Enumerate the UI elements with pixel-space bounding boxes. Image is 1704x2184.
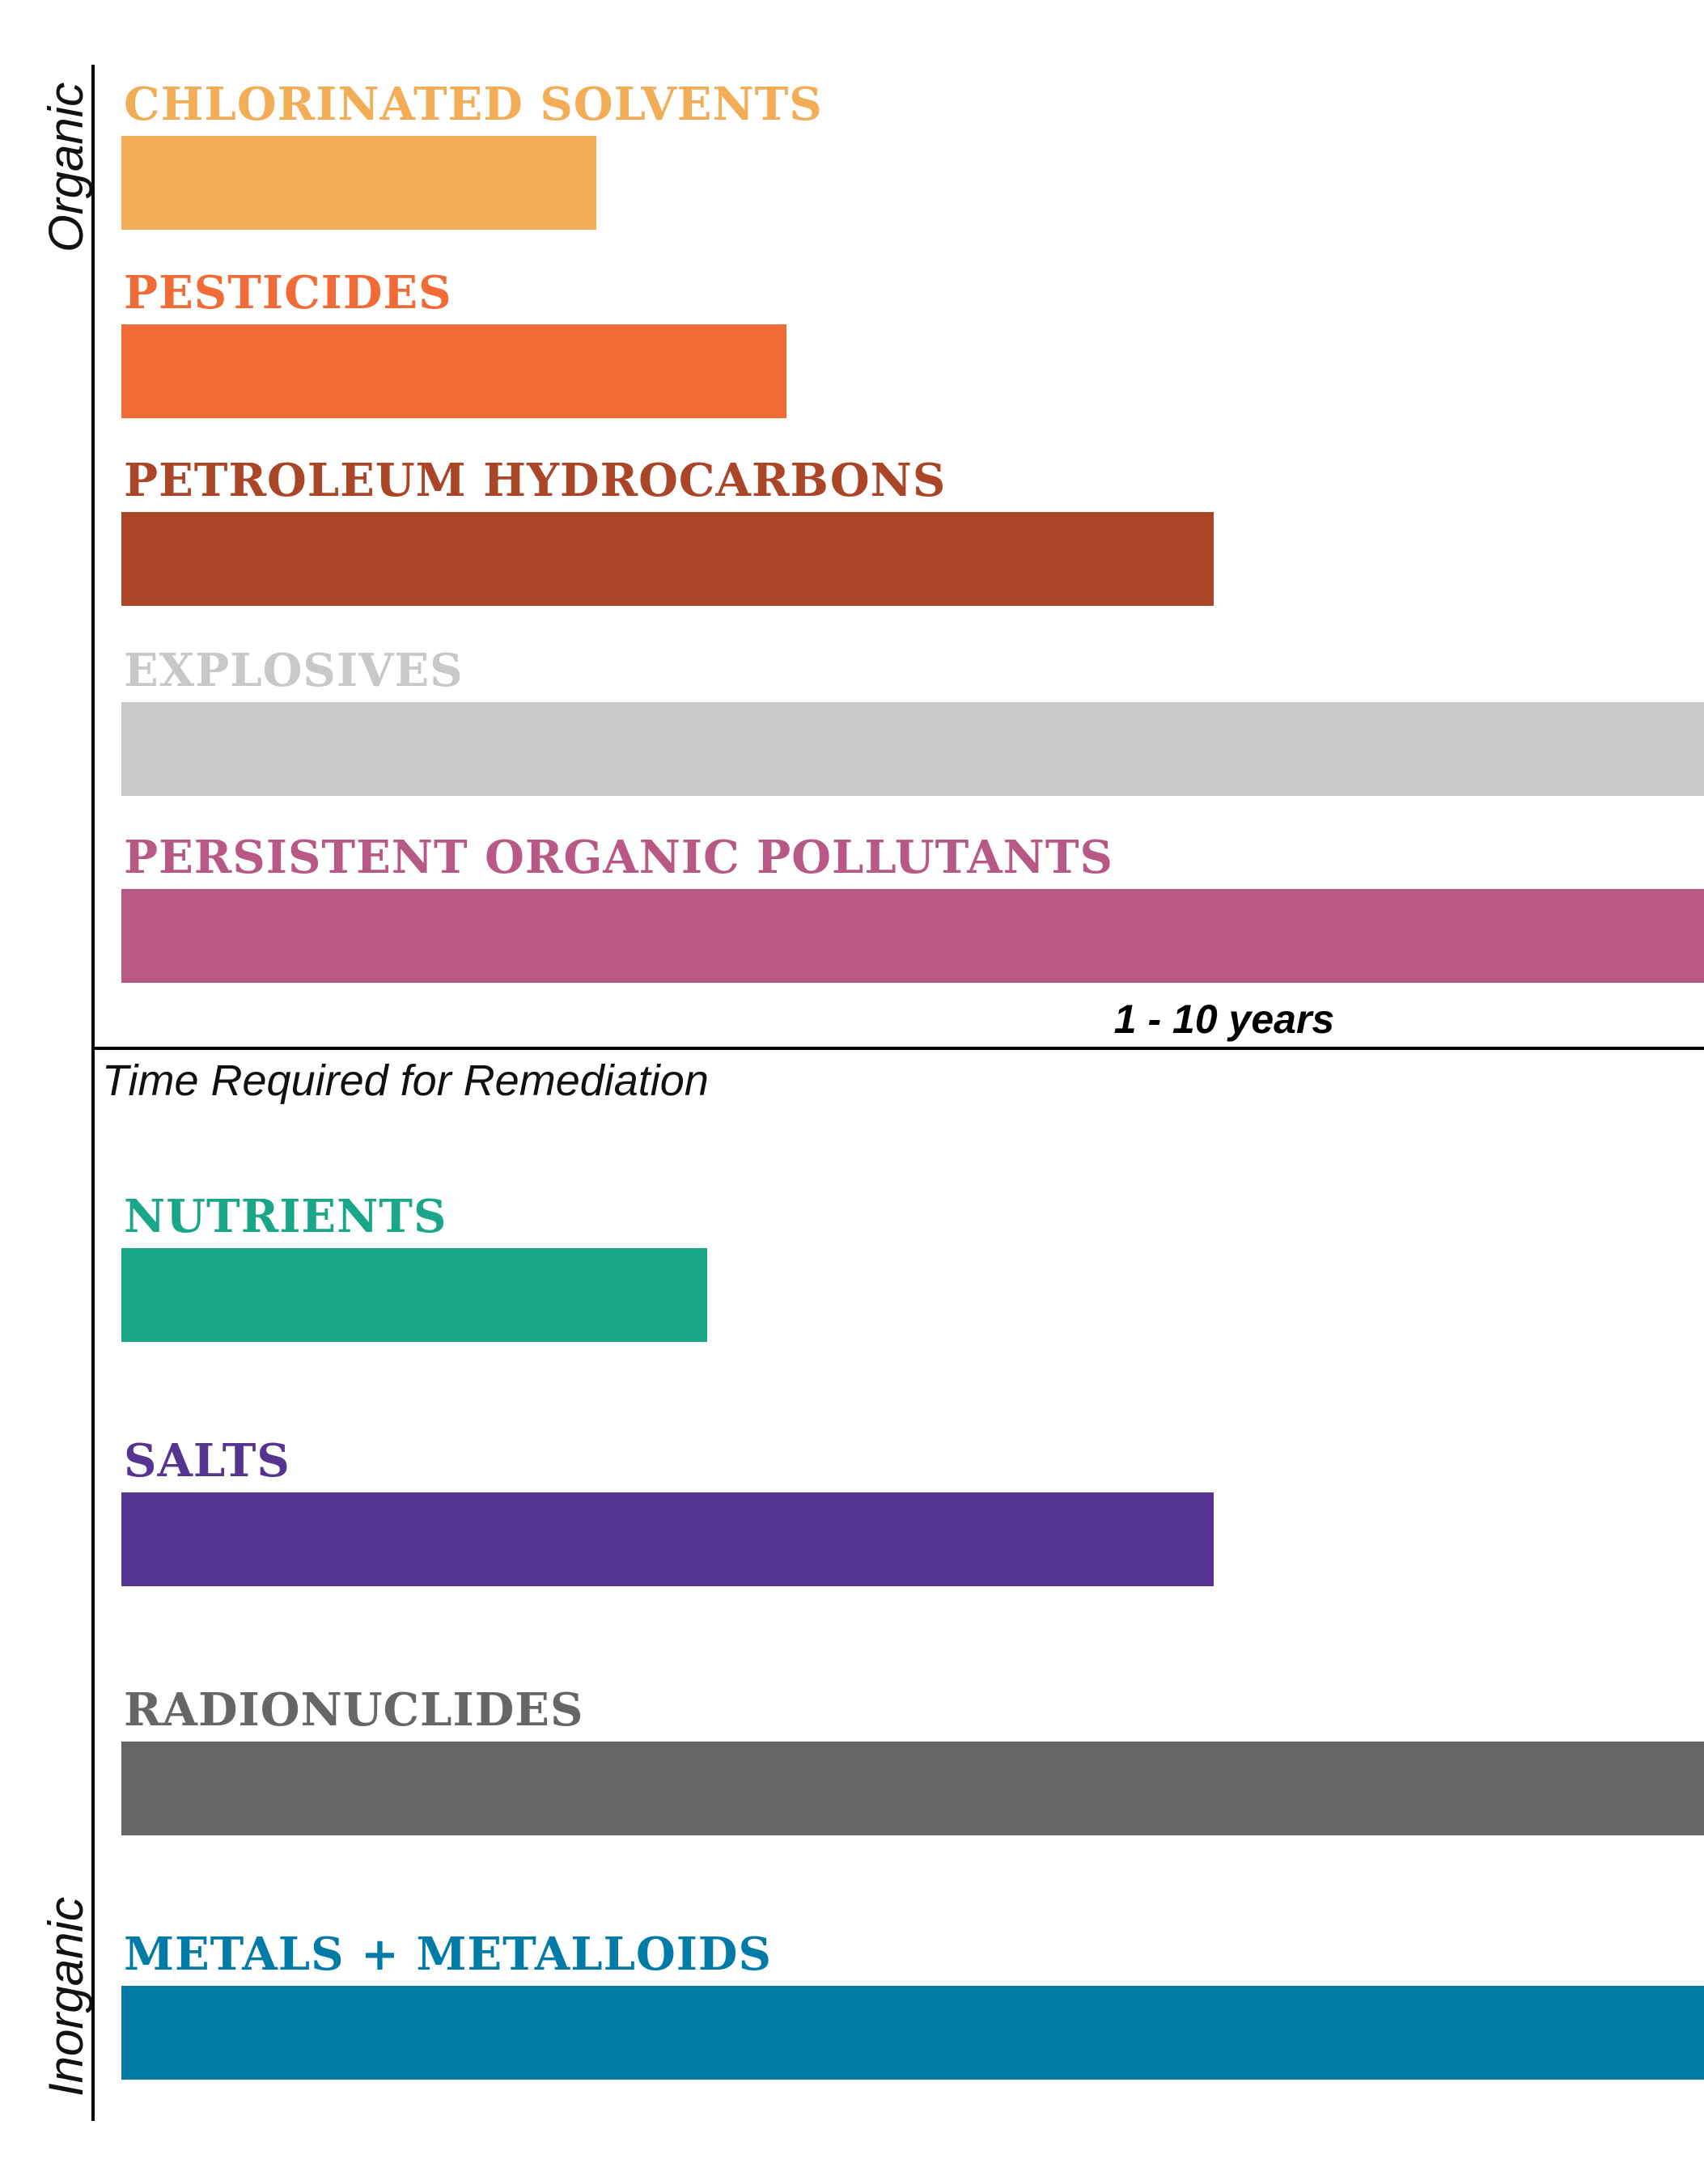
group-label-organic: Organic — [39, 83, 93, 252]
bar-salts — [121, 1492, 1214, 1586]
group-label-inorganic: Inorganic — [39, 1897, 93, 2097]
inorganic-bars: NUTRIENTS SALTS RADIONUCLIDES METALS + META… — [121, 1190, 1704, 2080]
label-petroleum-hydrocarbons: PETROLEUM HYDROCARBONS — [124, 454, 946, 507]
label-radionuclides: RADIONUCLIDES — [124, 1683, 583, 1737]
label-pesticides: PESTICIDES — [124, 266, 452, 320]
label-nutrients: NUTRIENTS — [124, 1190, 447, 1243]
bar-chlorinated-solvents — [121, 136, 596, 230]
bar-persistent-organic-pollutants — [121, 889, 1704, 983]
bar-pesticides — [121, 324, 786, 418]
label-salts: SALTS — [124, 1434, 290, 1488]
bar-metals-metalloids — [121, 1986, 1704, 2080]
bar-petroleum-hydrocarbons — [121, 512, 1214, 606]
x-axis-label: Time Required for Remediation — [102, 1056, 709, 1105]
bar-radionuclides — [121, 1742, 1704, 1835]
bar-nutrients — [121, 1248, 707, 1342]
label-explosives: EXPLOSIVES — [124, 644, 464, 697]
bar-explosives — [121, 702, 1704, 796]
label-persistent-organic-pollutants: PERSISTENT ORGANIC POLLUTANTS — [124, 831, 1113, 884]
x-tick-label: 1 - 10 years — [1114, 997, 1334, 1042]
label-chlorinated-solvents: CHLORINATED SOLVENTS — [124, 78, 823, 131]
label-metals-metalloids: METALS + METALLOIDS — [124, 1928, 772, 1981]
organic-bars: CHLORINATED SOLVENTS PESTICIDES PETROLEUM … — [121, 78, 1704, 983]
